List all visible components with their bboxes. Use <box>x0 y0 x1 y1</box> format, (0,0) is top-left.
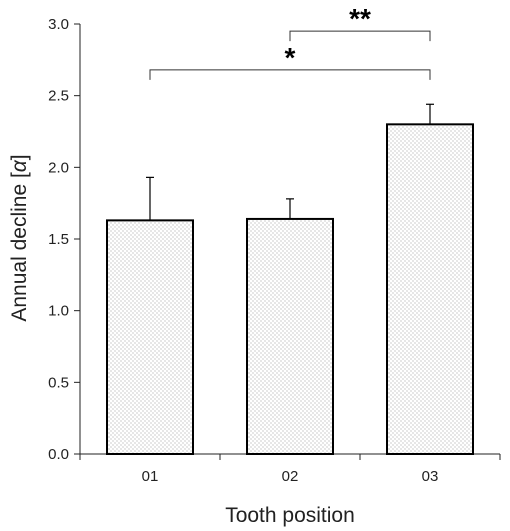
y-tick-label: 1.0 <box>48 303 69 320</box>
y-axis: 0.0 0.5 1.0 1.5 2.0 2.5 3.0 <box>48 16 81 463</box>
significance-label: ** <box>349 3 371 34</box>
x-axis: 01 02 03 <box>79 453 501 485</box>
x-tick-label: 01 <box>142 468 159 485</box>
bars <box>106 103 474 455</box>
y-tick-label: 0.0 <box>48 446 69 463</box>
y-tick-label: 2.0 <box>48 159 69 176</box>
significance-brackets: *** <box>149 3 431 80</box>
bar-02 <box>246 217 334 455</box>
significance-bracket <box>289 30 431 42</box>
bar-03 <box>386 123 474 455</box>
bar-01 <box>106 219 194 455</box>
x-tick-label: 03 <box>422 468 439 485</box>
y-axis-title: Annual decline [α] <box>8 154 31 321</box>
y-tick-label: 1.5 <box>48 231 69 248</box>
significance-bracket <box>149 69 431 80</box>
y-tick-label: 3.0 <box>48 16 69 33</box>
y-tick-label: 2.5 <box>48 88 69 105</box>
x-tick-label: 02 <box>282 468 299 485</box>
significance-label: * <box>285 42 296 73</box>
y-tick-label: 0.5 <box>48 374 69 391</box>
x-axis-title: Tooth position <box>225 504 355 527</box>
